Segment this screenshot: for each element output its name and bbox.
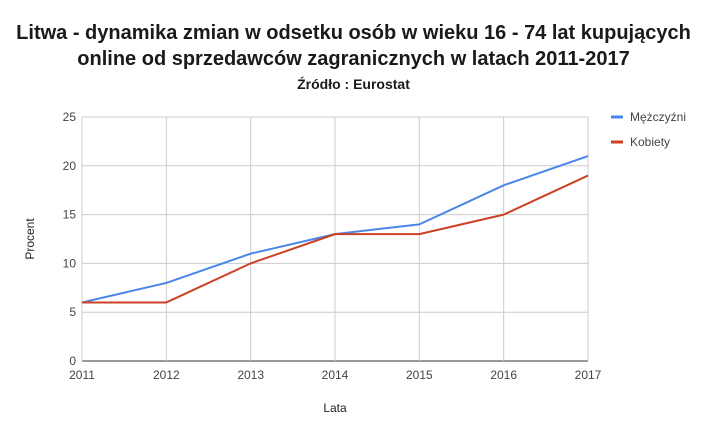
chart-title: Litwa - dynamika zmian w odsetku osób w …	[0, 20, 707, 72]
y-tick-label: 15	[63, 208, 77, 222]
chart-title-line-2: online od sprzedawców zagranicznych w la…	[77, 48, 630, 70]
y-tick-label: 20	[63, 159, 77, 173]
x-tick-label: 2012	[153, 368, 180, 382]
legend-label-1: Kobiety	[630, 135, 670, 149]
chart-title-line-1: Litwa - dynamika zmian w odsetku osób w …	[16, 22, 691, 44]
x-axis-ticks: 2011 2012 2013 2014 2015 2016 2017	[69, 368, 602, 382]
y-tick-label: 25	[63, 110, 77, 124]
legend: Mężczyźni Kobiety	[611, 110, 686, 149]
series-lines	[81, 155, 589, 304]
x-tick-label: 2013	[237, 368, 264, 382]
legend-label-0: Mężczyźni	[630, 110, 686, 124]
y-tick-label: 0	[69, 354, 76, 368]
x-tick-label: 2016	[490, 368, 517, 382]
x-tick-label: 2011	[69, 368, 95, 382]
x-tick-label: 2017	[575, 368, 602, 382]
chart-subtitle: Źródło : Eurostat	[297, 76, 410, 92]
y-tick-label: 10	[63, 256, 77, 270]
x-tick-label: 2014	[322, 368, 349, 382]
x-axis-title: Lata	[323, 401, 347, 415]
y-axis-title: Procent	[23, 218, 37, 260]
x-tick-label: 2015	[406, 368, 433, 382]
gridlines	[81, 116, 589, 362]
y-axis-ticks: 0 5 10 15 20 25	[63, 110, 77, 368]
y-tick-label: 5	[69, 305, 76, 319]
